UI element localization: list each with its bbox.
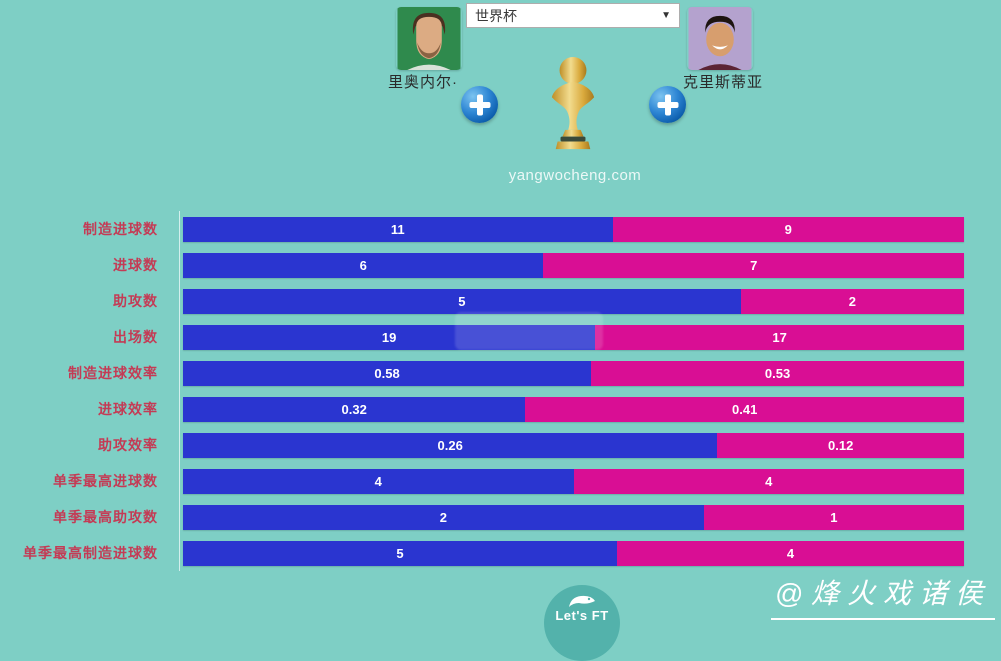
stat-row: 助攻效率 0.26 0.12 — [0, 427, 1001, 463]
stat-row: 单季最高助攻数 2 1 — [0, 499, 1001, 535]
stat-row: 单季最高制造进球数 5 4 — [0, 535, 1001, 571]
stat-row: 制造进球数 11 9 — [0, 211, 1001, 247]
stat-category-label: 制造进球效率 — [68, 365, 158, 381]
stat-category-label: 单季最高制造进球数 — [23, 545, 158, 561]
right-player-bar-segment: 2 — [740, 288, 964, 314]
comparison-chart-rows: 制造进球数 11 9 进球数 6 7 助攻数 5 2 出场数 19 17 制造进球效率 0.58 0.53 进… — [0, 211, 1001, 571]
left-player-bar-segment: 11 — [183, 216, 613, 242]
left-player-bar-segment: 0.32 — [183, 396, 526, 422]
left-player-bar-segment: 0.58 — [183, 360, 592, 386]
badge-text: Let's FT — [555, 608, 609, 623]
left-player-bar-segment: 4 — [183, 468, 574, 494]
stat-bar: 0.26 0.12 — [183, 432, 964, 458]
right-player-bar-segment: 0.12 — [717, 432, 964, 458]
site-watermark: yangwocheng.com — [508, 167, 642, 184]
author-watermark: @烽火戏诸侯 — [770, 572, 995, 620]
right-player-bar-segment: 4 — [573, 468, 964, 494]
left-player-avatar[interactable] — [396, 7, 462, 70]
left-player-bar-segment: 5 — [183, 540, 617, 566]
left-player-bar-segment: 2 — [183, 504, 704, 530]
stat-row: 进球数 6 7 — [0, 247, 1001, 283]
stat-bar: 19 17 — [183, 324, 964, 350]
lets-ft-badge: Let's FT — [544, 585, 620, 661]
stat-row: 制造进球效率 0.58 0.53 — [0, 355, 1001, 391]
right-add-player-button plus-icon[interactable] — [649, 86, 686, 123]
stat-row: 助攻数 5 2 — [0, 283, 1001, 319]
chart-axis-line — [179, 211, 180, 571]
messi-headshot-illustration — [397, 7, 461, 70]
right-player-bar-segment: 4 — [616, 540, 964, 566]
stat-row: 单季最高进球数 4 4 — [0, 463, 1001, 499]
stat-category-label: 助攻数 — [113, 293, 158, 309]
stat-category-label: 助攻效率 — [98, 437, 158, 453]
stat-row: 进球效率 0.32 0.41 — [0, 391, 1001, 427]
page-background: { "header": { "left_player": { "name": "… — [0, 0, 1001, 628]
stat-category-label: 出场数 — [113, 329, 158, 345]
left-player-bar-segment: 0.26 — [183, 432, 718, 458]
bird-icon — [569, 595, 595, 607]
right-player-bar-segment: 0.41 — [525, 396, 964, 422]
left-add-player-button plus-icon[interactable] — [461, 86, 498, 123]
right-player-bar-segment: 7 — [543, 252, 964, 278]
stat-bar: 0.32 0.41 — [183, 396, 964, 422]
left-player-bar-segment: 19 — [183, 324, 596, 350]
world-cup-trophy-icon — [551, 56, 595, 150]
stat-bar: 11 9 — [183, 216, 964, 242]
chevron-down-icon: ▼ — [661, 10, 671, 21]
stat-category-label: 单季最高进球数 — [53, 473, 158, 489]
right-player-bar-segment: 17 — [595, 324, 964, 350]
right-player-name: 克里斯蒂亚 — [683, 74, 764, 91]
stat-category-label: 单季最高助攻数 — [53, 509, 158, 525]
right-player-bar-segment: 9 — [612, 216, 964, 242]
left-player-bar-segment: 5 — [183, 288, 741, 314]
right-player-avatar[interactable] — [687, 7, 753, 70]
stat-category-label: 进球效率 — [98, 401, 158, 417]
left-player-name: 里奥内尔· — [388, 74, 458, 91]
stat-category-label: 进球数 — [113, 257, 158, 273]
competition-select-value: 世界杯 — [475, 7, 517, 24]
stat-row: 出场数 19 17 — [0, 319, 1001, 355]
right-player-bar-segment: 0.53 — [591, 360, 964, 386]
right-player-bar-segment: 1 — [703, 504, 964, 530]
ronaldo-headshot-illustration — [688, 7, 752, 70]
competition-select[interactable]: 世界杯 ▼ — [466, 3, 680, 28]
stat-category-label: 制造进球数 — [83, 221, 158, 237]
left-player-bar-segment: 6 — [183, 252, 544, 278]
stat-bar: 0.58 0.53 — [183, 360, 964, 386]
